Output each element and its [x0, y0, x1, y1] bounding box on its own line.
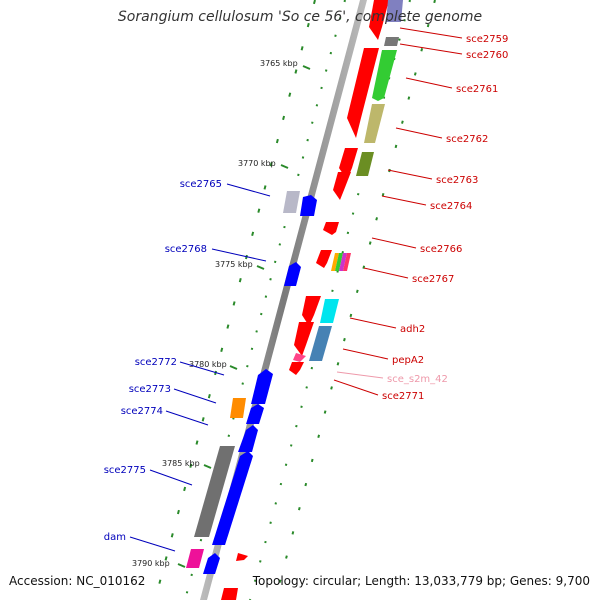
- gene-label-sce2775[interactable]: sce2775: [104, 465, 146, 476]
- gene-label-sce2761[interactable]: sce2761: [456, 84, 498, 95]
- gene-arrow[interactable]: [212, 451, 253, 545]
- gene-block[interactable]: [335, 253, 343, 271]
- gene-leader-line: [149, 469, 193, 486]
- gene-arrow[interactable]: [294, 322, 314, 356]
- gene-label-pepa2[interactable]: pepA2: [392, 355, 424, 366]
- gene-arrow[interactable]: [372, 50, 397, 101]
- gene-label-sce2768[interactable]: sce2768: [165, 244, 207, 255]
- gene-label-sce2773[interactable]: sce2773: [129, 384, 171, 395]
- gene-block[interactable]: [339, 253, 347, 271]
- gene-arrow[interactable]: [293, 353, 306, 362]
- gene-leader-line: [399, 27, 463, 39]
- gene-block[interactable]: [309, 326, 332, 361]
- gene-arrow[interactable]: [300, 195, 317, 216]
- gene-arrow[interactable]: [246, 404, 264, 424]
- gene-leader-line: [399, 43, 463, 55]
- gene-arrow[interactable]: [347, 48, 379, 138]
- gene-block[interactable]: [186, 549, 204, 568]
- gene-arrow[interactable]: [284, 262, 301, 286]
- gene-arrow[interactable]: [251, 369, 273, 404]
- gene-leader-line: [226, 183, 271, 197]
- gene-leader-line: [371, 237, 417, 249]
- gene-leader-line: [129, 536, 176, 552]
- gene-label-sce2759[interactable]: sce2759: [466, 34, 508, 45]
- gene-arrow[interactable]: [238, 425, 258, 452]
- gene-arrow[interactable]: [333, 172, 351, 200]
- topology-label: Topology: circular; Length: 13,033,779 b…: [252, 574, 590, 588]
- gene-label-sce2774[interactable]: sce2774: [121, 406, 163, 417]
- gene-leader-line: [211, 248, 267, 262]
- gene-block[interactable]: [356, 152, 374, 176]
- page-title: Sorangium cellulosum 'So ce 56', complet…: [117, 9, 483, 25]
- gene-leader-line: [395, 127, 443, 139]
- gene-leader-line: [405, 77, 453, 89]
- gene-block[interactable]: [320, 299, 339, 323]
- gene-label-dam[interactable]: dam: [104, 532, 126, 543]
- gene-leader-line: [165, 410, 209, 426]
- gene-leader-line: [333, 379, 379, 396]
- gene-block[interactable]: [386, 0, 403, 22]
- gene-block[interactable]: [194, 446, 235, 537]
- gene-arrow[interactable]: [289, 362, 304, 375]
- accession-label: Accession: NC_010162: [9, 574, 146, 588]
- gene-block[interactable]: [230, 398, 246, 418]
- gene-arrow[interactable]: [302, 296, 321, 326]
- gene-label-sce2766[interactable]: sce2766: [420, 244, 462, 255]
- gene-label-sce2765[interactable]: sce2765: [180, 179, 222, 190]
- gene-label-sce2767[interactable]: sce2767: [412, 274, 454, 285]
- gene-arrow[interactable]: [203, 553, 220, 574]
- gene-arrow[interactable]: [364, 104, 385, 143]
- gene-arrow[interactable]: [369, 0, 389, 40]
- scale-label: 3780 kbp: [189, 360, 227, 369]
- gene-block[interactable]: [384, 37, 399, 46]
- gene-label-adh2[interactable]: adh2: [400, 324, 425, 335]
- scale-label: 3775 kbp: [215, 260, 253, 269]
- scale-tick: [203, 464, 212, 469]
- gene-leader-line: [336, 371, 384, 379]
- gene-leader-line: [381, 195, 427, 206]
- gene-label-sce2772[interactable]: sce2772: [135, 357, 177, 368]
- gene-block[interactable]: [343, 253, 351, 271]
- gene-arrow[interactable]: [323, 222, 339, 235]
- gene-label-sce2763[interactable]: sce2763: [436, 175, 478, 186]
- scale-tick: [229, 365, 238, 370]
- gene-label-sce2760[interactable]: sce2760: [466, 50, 508, 61]
- gene-leader-line: [342, 348, 389, 360]
- gene-label-layer: sce2759 sce2760 sce2761 sce2762 sce2763 sce27…: [104, 27, 508, 552]
- scale-label: 3765 kbp: [260, 59, 298, 68]
- scale-tick: [256, 265, 265, 270]
- gene-arrow[interactable]: [316, 250, 332, 268]
- scale-tick: [280, 164, 289, 169]
- gene-block[interactable]: [331, 253, 339, 271]
- scale-label: 3785 kbp: [162, 459, 200, 468]
- scale-tick: [177, 563, 186, 568]
- gene-leader-line: [387, 169, 433, 180]
- gene-label-sce2762[interactable]: sce2762: [446, 134, 488, 145]
- scale-label: 3790 kbp: [132, 559, 170, 568]
- scale-label: 3770 kbp: [238, 159, 276, 168]
- scale-group: 3765 kbp 3770 kbp 3775 kbp 3780 kbp 3785…: [132, 59, 311, 568]
- gene-leader-line: [349, 317, 397, 329]
- scale-tick: [302, 65, 311, 70]
- gene-arrow[interactable]: [221, 588, 238, 600]
- gene-arrow[interactable]: [236, 553, 248, 561]
- gene-label-sce2764[interactable]: sce2764: [430, 201, 472, 212]
- reverse-strand-genes: [186, 191, 317, 574]
- forward-strand-genes: [221, 0, 403, 600]
- gene-leader-line: [173, 388, 217, 404]
- gene-label-sce-s2m-42[interactable]: sce_s2m_42: [387, 374, 448, 385]
- gene-label-sce2771[interactable]: sce2771: [382, 391, 424, 402]
- gene-leader-line: [179, 361, 225, 376]
- gene-block[interactable]: [283, 191, 300, 213]
- gene-leader-line: [363, 267, 409, 279]
